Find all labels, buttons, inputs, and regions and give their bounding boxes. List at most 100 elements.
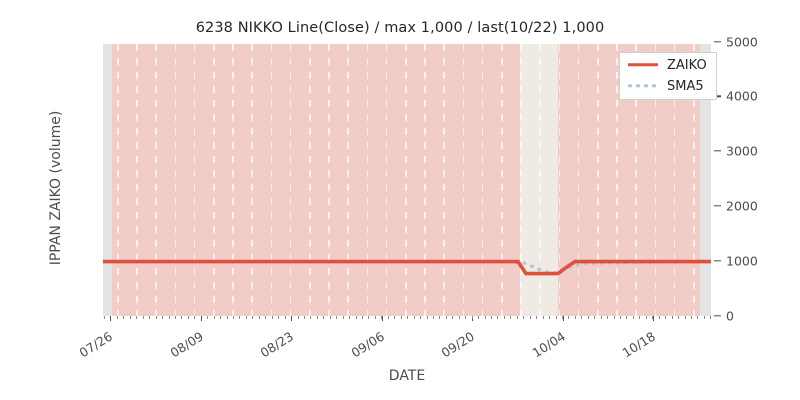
x-minor-tick-mark — [362, 316, 363, 319]
x-minor-tick-mark — [284, 316, 286, 319]
x-minor-tick-mark — [400, 316, 402, 319]
x-minor-tick-mark — [600, 316, 602, 319]
x-minor-tick-mark — [439, 316, 441, 319]
x-minor-tick-mark — [452, 316, 454, 319]
x-minor-tick-mark — [233, 316, 234, 319]
x-minor-tick-mark — [703, 316, 705, 319]
x-minor-tick-mark — [142, 316, 144, 319]
x-minor-tick-mark — [374, 316, 376, 319]
x-minor-tick-mark — [587, 316, 589, 319]
legend-item-sma5[interactable]: SMA5 — [628, 79, 707, 94]
x-minor-tick-mark — [136, 316, 138, 319]
x-minor-tick-mark — [349, 316, 351, 319]
x-minor-tick-mark — [626, 316, 628, 319]
x-tick-mark — [200, 316, 202, 321]
x-minor-tick-mark — [387, 316, 389, 319]
x-minor-tick-mark — [187, 316, 189, 319]
x-minor-tick-mark — [368, 316, 370, 319]
x-minor-tick-mark — [162, 316, 164, 319]
x-minor-tick-mark — [168, 316, 170, 319]
x-tick-label: 07/26 — [76, 328, 116, 361]
x-minor-tick-mark — [665, 316, 667, 319]
x-minor-tick-mark — [265, 316, 267, 319]
x-minor-tick-mark — [432, 316, 434, 319]
x-minor-tick-mark — [542, 316, 544, 319]
x-minor-tick-mark — [620, 316, 621, 319]
x-tick-label: 09/06 — [348, 328, 387, 361]
x-minor-tick-mark — [258, 316, 260, 319]
x-minor-tick-mark — [394, 316, 396, 319]
x-minor-tick-mark — [607, 316, 609, 319]
x-minor-tick-mark — [316, 316, 318, 319]
x-minor-tick-mark — [310, 316, 312, 319]
chart-title: 6238 NIKKO Line(Close) / max 1,000 / las… — [195, 20, 605, 36]
chart-legend[interactable]: ZAIKO SMA5 — [619, 52, 717, 100]
x-minor-tick-mark — [445, 316, 447, 319]
y-tick-label: 0 — [726, 308, 734, 323]
x-minor-tick-mark — [149, 316, 151, 319]
x-minor-tick-mark — [503, 316, 505, 319]
y-tick-mark — [714, 40, 721, 43]
x-tick-mark — [381, 316, 383, 321]
x-minor-tick-mark — [123, 316, 125, 319]
x-minor-tick-mark — [549, 316, 551, 319]
x-tick-label: 08/23 — [257, 328, 297, 361]
x-minor-tick-mark — [297, 316, 299, 319]
x-minor-tick-mark — [491, 316, 492, 319]
y-tick-mark — [714, 259, 721, 262]
x-minor-tick-mark — [213, 316, 215, 319]
x-minor-tick-mark — [568, 316, 570, 319]
x-minor-tick-mark — [220, 316, 222, 319]
x-minor-tick-mark — [697, 316, 699, 319]
x-minor-tick-mark — [690, 316, 692, 319]
x-minor-tick-mark — [271, 316, 273, 319]
x-minor-tick-mark — [652, 316, 654, 319]
x-tick-label: 10/18 — [619, 328, 659, 361]
x-minor-tick-mark — [420, 316, 422, 319]
x-minor-tick-mark — [555, 316, 557, 319]
x-minor-tick-mark — [194, 316, 196, 319]
x-tick-label: 08/09 — [167, 328, 206, 361]
x-minor-tick-mark — [561, 316, 563, 319]
x-minor-tick-mark — [226, 316, 228, 319]
y-tick-label: 3000 — [726, 143, 758, 159]
y-tick-label: 4000 — [726, 88, 758, 104]
x-minor-tick-mark — [536, 316, 538, 319]
y-axis-title: IPPAN ZAIKO (volume) — [48, 110, 64, 266]
shaded-band-left — [103, 44, 112, 316]
x-minor-tick-mark — [510, 316, 512, 319]
y-tick-label: 5000 — [726, 34, 758, 49]
x-axis-title: DATE — [388, 368, 426, 384]
x-tick-mark — [653, 316, 655, 321]
x-minor-tick-mark — [645, 316, 647, 319]
y-tick-label: 1000 — [726, 253, 758, 269]
x-minor-tick-mark — [245, 316, 247, 319]
x-minor-tick-mark — [426, 316, 428, 319]
x-minor-tick-mark — [129, 316, 131, 319]
x-minor-tick-mark — [678, 316, 680, 319]
x-minor-tick-mark — [684, 316, 686, 319]
x-minor-tick-mark — [407, 316, 409, 319]
y-tick-mark — [714, 314, 721, 317]
x-tick-label: 10/04 — [529, 328, 568, 361]
x-minor-tick-mark — [323, 316, 325, 319]
x-minor-tick-mark — [303, 316, 305, 319]
x-minor-tick-mark — [336, 316, 338, 319]
shaded-band-right — [700, 44, 711, 316]
x-minor-tick-mark — [174, 316, 176, 319]
x-minor-tick-mark — [471, 316, 473, 319]
y-tick-mark — [714, 150, 721, 152]
y-tick-label: 2000 — [726, 198, 758, 214]
x-minor-tick-mark — [574, 316, 576, 319]
x-minor-tick-mark — [458, 316, 460, 319]
series-layer — [103, 259, 711, 276]
x-minor-tick-mark — [523, 316, 525, 319]
legend-swatch-zaiko-icon — [628, 59, 658, 71]
y-tick-mark — [714, 205, 721, 207]
x-minor-tick-mark — [355, 316, 357, 319]
series-line-zaiko — [103, 259, 711, 276]
x-minor-tick-mark — [329, 316, 331, 319]
legend-item-zaiko[interactable]: ZAIKO — [628, 58, 707, 73]
x-tick-mark — [291, 316, 293, 321]
